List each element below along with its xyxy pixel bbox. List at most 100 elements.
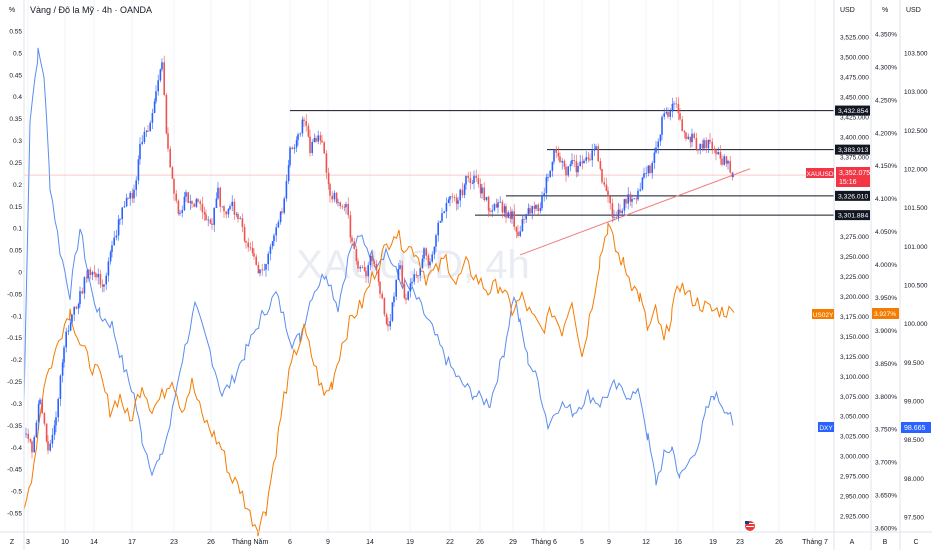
candle-body [337, 202, 339, 204]
candle-body [589, 159, 591, 161]
candle-body [425, 248, 427, 256]
candle-body [395, 279, 397, 297]
price-axis-tick: 3,225.000 [840, 274, 869, 281]
candle-body [543, 193, 545, 196]
candle-body [117, 219, 120, 236]
candle-body [63, 347, 65, 363]
candle-body [547, 177, 549, 178]
candle-body [725, 156, 728, 164]
candle-body [577, 166, 579, 173]
candle-body [343, 206, 346, 208]
candle-body [105, 275, 107, 285]
candle-body [39, 399, 41, 405]
candle-body [701, 144, 704, 149]
candle-body [369, 255, 372, 266]
candle-body [287, 165, 290, 182]
candle-body [731, 172, 734, 177]
candle-body [419, 268, 421, 276]
us02y-value-tag-bg [872, 308, 899, 319]
candle-body [209, 219, 212, 224]
candle-body [237, 214, 239, 219]
candle-body [201, 203, 204, 213]
candle-body [461, 189, 464, 196]
candle-body [323, 142, 325, 154]
candle-body [473, 175, 475, 183]
candle-body [85, 277, 88, 279]
candle-body [273, 235, 275, 242]
candle-body [265, 264, 267, 270]
time-axis-tick: 14 [366, 539, 374, 546]
candle-body [95, 273, 97, 278]
candle-body [93, 272, 96, 274]
candle-body [567, 166, 569, 176]
candle-body [433, 246, 436, 255]
candle-body [355, 248, 358, 261]
price-axis-tick: 3,400.000 [840, 134, 869, 141]
candle-body [467, 175, 469, 178]
left-axis-tick: 0 [18, 270, 22, 277]
left-axis-corner[interactable]: Z [10, 539, 15, 546]
candle-body [711, 141, 713, 149]
candle-body [247, 242, 249, 248]
candle-body [675, 103, 677, 105]
candle-body [383, 298, 386, 315]
candle-body [527, 208, 530, 215]
candle-body [189, 201, 192, 203]
left-axis-tick: 0.35 [9, 116, 22, 123]
dxy-axis-tick: 97.500 [904, 515, 924, 522]
left-axis-tick: 0.45 [9, 72, 22, 79]
candle-body [225, 211, 227, 215]
candle-body [555, 149, 557, 153]
candle-body [213, 207, 215, 225]
candle-body [83, 277, 86, 294]
candle-body [167, 133, 169, 149]
candle-body [635, 198, 638, 200]
yield-axis-tick: 4.250% [875, 97, 897, 104]
candle-body [193, 203, 195, 207]
yield-axis-tick: 4.350% [875, 32, 897, 39]
price-axis-corner[interactable]: A [850, 539, 855, 546]
time-axis-tick: Tháng Năm [232, 539, 269, 546]
candle-body [211, 223, 213, 225]
yield-axis-corner[interactable]: B [883, 539, 888, 546]
candle-body [49, 443, 51, 451]
candle-body [103, 284, 105, 287]
candle-body [517, 231, 519, 236]
candle-body [457, 200, 459, 204]
dxy-name-label: DXY [819, 425, 833, 432]
time-axis-tick: 10 [61, 539, 69, 546]
candle-body [243, 226, 246, 241]
dxy-axis-corner[interactable]: C [913, 539, 918, 546]
candle-body [715, 150, 717, 155]
candle-body [165, 95, 168, 134]
candle-body [283, 198, 285, 213]
candle-body [319, 135, 322, 141]
candle-body [571, 160, 573, 165]
candle-body [305, 121, 307, 126]
candle-body [549, 170, 551, 178]
candle-body [331, 195, 333, 200]
dxy-axis-tick: 102.000 [904, 167, 928, 174]
candle-body [157, 80, 159, 92]
trendline[interactable] [519, 168, 751, 256]
candle-body [477, 178, 480, 184]
candle-body [185, 192, 187, 197]
candle-body [483, 187, 485, 200]
left-axis-tick: -0.55 [7, 511, 22, 518]
candle-body [217, 187, 219, 199]
price-axis-label: USD [840, 7, 855, 14]
candle-body [531, 206, 533, 214]
yield-axis-ticks: 4.350% 4.300% 4.250% 4.200% 4.150% 4.100% 4.05… [875, 32, 897, 533]
candle-body [665, 112, 668, 114]
left-axis-tick: -0.45 [7, 467, 22, 474]
candle-body [659, 134, 662, 142]
us02y-name-label: US02Y [813, 312, 834, 319]
candle-body [197, 199, 199, 202]
candle-body [45, 423, 48, 442]
us-flag-event-icon[interactable] [745, 521, 755, 531]
candle-body [223, 206, 225, 212]
price-axis-tick: 3,275.000 [840, 234, 869, 241]
candle-body [313, 138, 316, 142]
ascending-trendline[interactable] [519, 168, 751, 256]
